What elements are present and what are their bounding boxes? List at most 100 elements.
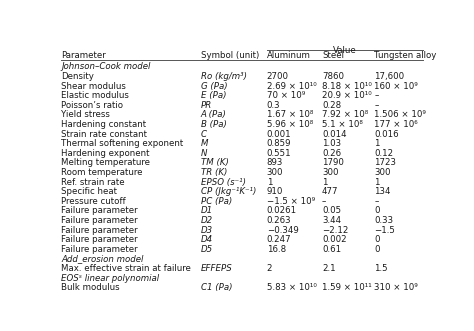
Text: −2.12: −2.12 [322,226,348,235]
Text: 0.05: 0.05 [322,207,341,215]
Text: 1.67 × 10⁸: 1.67 × 10⁸ [267,111,313,119]
Text: 893: 893 [267,159,283,167]
Text: D5: D5 [201,245,213,254]
Text: Hardening constant: Hardening constant [61,120,146,129]
Text: 0.33: 0.33 [374,216,393,225]
Text: TR (K): TR (K) [201,168,227,177]
Text: Failure parameter: Failure parameter [61,216,138,225]
Text: Strain rate constant: Strain rate constant [61,130,147,139]
Text: 7.92 × 10⁸: 7.92 × 10⁸ [322,111,368,119]
Text: 1: 1 [374,178,380,187]
Text: 160 × 10⁹: 160 × 10⁹ [374,82,418,91]
Text: 1: 1 [322,178,328,187]
Text: 0.016: 0.016 [374,130,399,139]
Text: 1723: 1723 [374,159,396,167]
Text: 0.263: 0.263 [267,216,292,225]
Text: D2: D2 [201,216,213,225]
Text: Specific heat: Specific heat [61,187,117,196]
Text: D4: D4 [201,235,213,244]
Text: Failure parameter: Failure parameter [61,226,138,235]
Text: –: – [322,197,326,206]
Text: 1.506 × 10⁹: 1.506 × 10⁹ [374,111,426,119]
Text: 0.61: 0.61 [322,245,341,254]
Text: Melting temperature: Melting temperature [61,159,150,167]
Text: 1790: 1790 [322,159,344,167]
Text: –: – [374,101,379,110]
Text: 2.69 × 10¹⁰: 2.69 × 10¹⁰ [267,82,317,91]
Text: C1 (Pa): C1 (Pa) [201,283,232,292]
Text: Johnson–Cook model: Johnson–Cook model [61,63,150,71]
Text: Failure parameter: Failure parameter [61,207,138,215]
Text: 17,600: 17,600 [374,72,405,81]
Text: 0.014: 0.014 [322,130,346,139]
Text: 0.247: 0.247 [267,235,292,244]
Text: 0.551: 0.551 [267,149,292,158]
Text: D3: D3 [201,226,213,235]
Text: EPSO (s⁻¹): EPSO (s⁻¹) [201,178,246,187]
Text: 1: 1 [374,139,380,148]
Text: Aluminum: Aluminum [267,51,310,60]
Text: 1.5: 1.5 [374,264,388,273]
Text: −1.5: −1.5 [374,226,395,235]
Text: Density: Density [61,72,94,81]
Text: Ref. strain rate: Ref. strain rate [61,178,125,187]
Text: 3.44: 3.44 [322,216,341,225]
Text: E (Pa): E (Pa) [201,91,226,100]
Text: 5.1 × 10⁸: 5.1 × 10⁸ [322,120,363,129]
Text: 70 × 10⁹: 70 × 10⁹ [267,91,305,100]
Text: PC (Pa): PC (Pa) [201,197,232,206]
Text: Failure parameter: Failure parameter [61,245,138,254]
Text: 2.1: 2.1 [322,264,336,273]
Text: Steel: Steel [322,51,344,60]
Text: Elastic modulus: Elastic modulus [61,91,129,100]
Text: CP (Jkg⁻¹K⁻¹): CP (Jkg⁻¹K⁻¹) [201,187,256,196]
Text: A (Pa): A (Pa) [201,111,227,119]
Text: EFFEPS: EFFEPS [201,264,232,273]
Text: 0: 0 [374,207,380,215]
Text: 1.03: 1.03 [322,139,341,148]
Text: 0: 0 [374,235,380,244]
Text: 0.12: 0.12 [374,149,393,158]
Text: PR: PR [201,101,212,110]
Text: 0.26: 0.26 [322,149,341,158]
Text: N: N [201,149,207,158]
Text: 2700: 2700 [267,72,289,81]
Text: Poisson’s ratio: Poisson’s ratio [61,101,123,110]
Text: 177 × 10⁶: 177 × 10⁶ [374,120,418,129]
Text: 1.59 × 10¹¹: 1.59 × 10¹¹ [322,283,372,292]
Text: 910: 910 [267,187,283,196]
Text: Hardening exponent: Hardening exponent [61,149,150,158]
Text: M: M [201,139,208,148]
Text: –: – [374,91,379,100]
Text: 0.3: 0.3 [267,101,281,110]
Text: 310 × 10⁹: 310 × 10⁹ [374,283,418,292]
Text: Room temperature: Room temperature [61,168,143,177]
Text: 1: 1 [267,178,272,187]
Text: B (Pa): B (Pa) [201,120,227,129]
Text: 0.001: 0.001 [267,130,292,139]
Text: Thermal softening exponent: Thermal softening exponent [61,139,183,148]
Text: 300: 300 [322,168,338,177]
Text: 477: 477 [322,187,338,196]
Text: 134: 134 [374,187,391,196]
Text: 0.002: 0.002 [322,235,346,244]
Text: EOSˢ linear polynomial: EOSˢ linear polynomial [61,274,159,283]
Text: Value: Value [333,46,357,55]
Text: 7860: 7860 [322,72,344,81]
Text: 5.83 × 10¹⁰: 5.83 × 10¹⁰ [267,283,317,292]
Text: 0.859: 0.859 [267,139,292,148]
Text: Pressure cutoff: Pressure cutoff [61,197,126,206]
Text: Tungsten alloy: Tungsten alloy [374,51,437,60]
Text: Max. effective strain at failure: Max. effective strain at failure [61,264,191,273]
Text: D1: D1 [201,207,213,215]
Text: Add_erosion model: Add_erosion model [61,255,144,263]
Text: 0: 0 [374,245,380,254]
Text: 300: 300 [267,168,283,177]
Text: 0.28: 0.28 [322,101,341,110]
Text: Ro (kg/m³): Ro (kg/m³) [201,72,246,81]
Text: 20.9 × 10¹⁰: 20.9 × 10¹⁰ [322,91,372,100]
Text: −0.349: −0.349 [267,226,299,235]
Text: Parameter: Parameter [61,51,106,60]
Text: Symbol (unit): Symbol (unit) [201,51,259,60]
Text: –: – [374,197,379,206]
